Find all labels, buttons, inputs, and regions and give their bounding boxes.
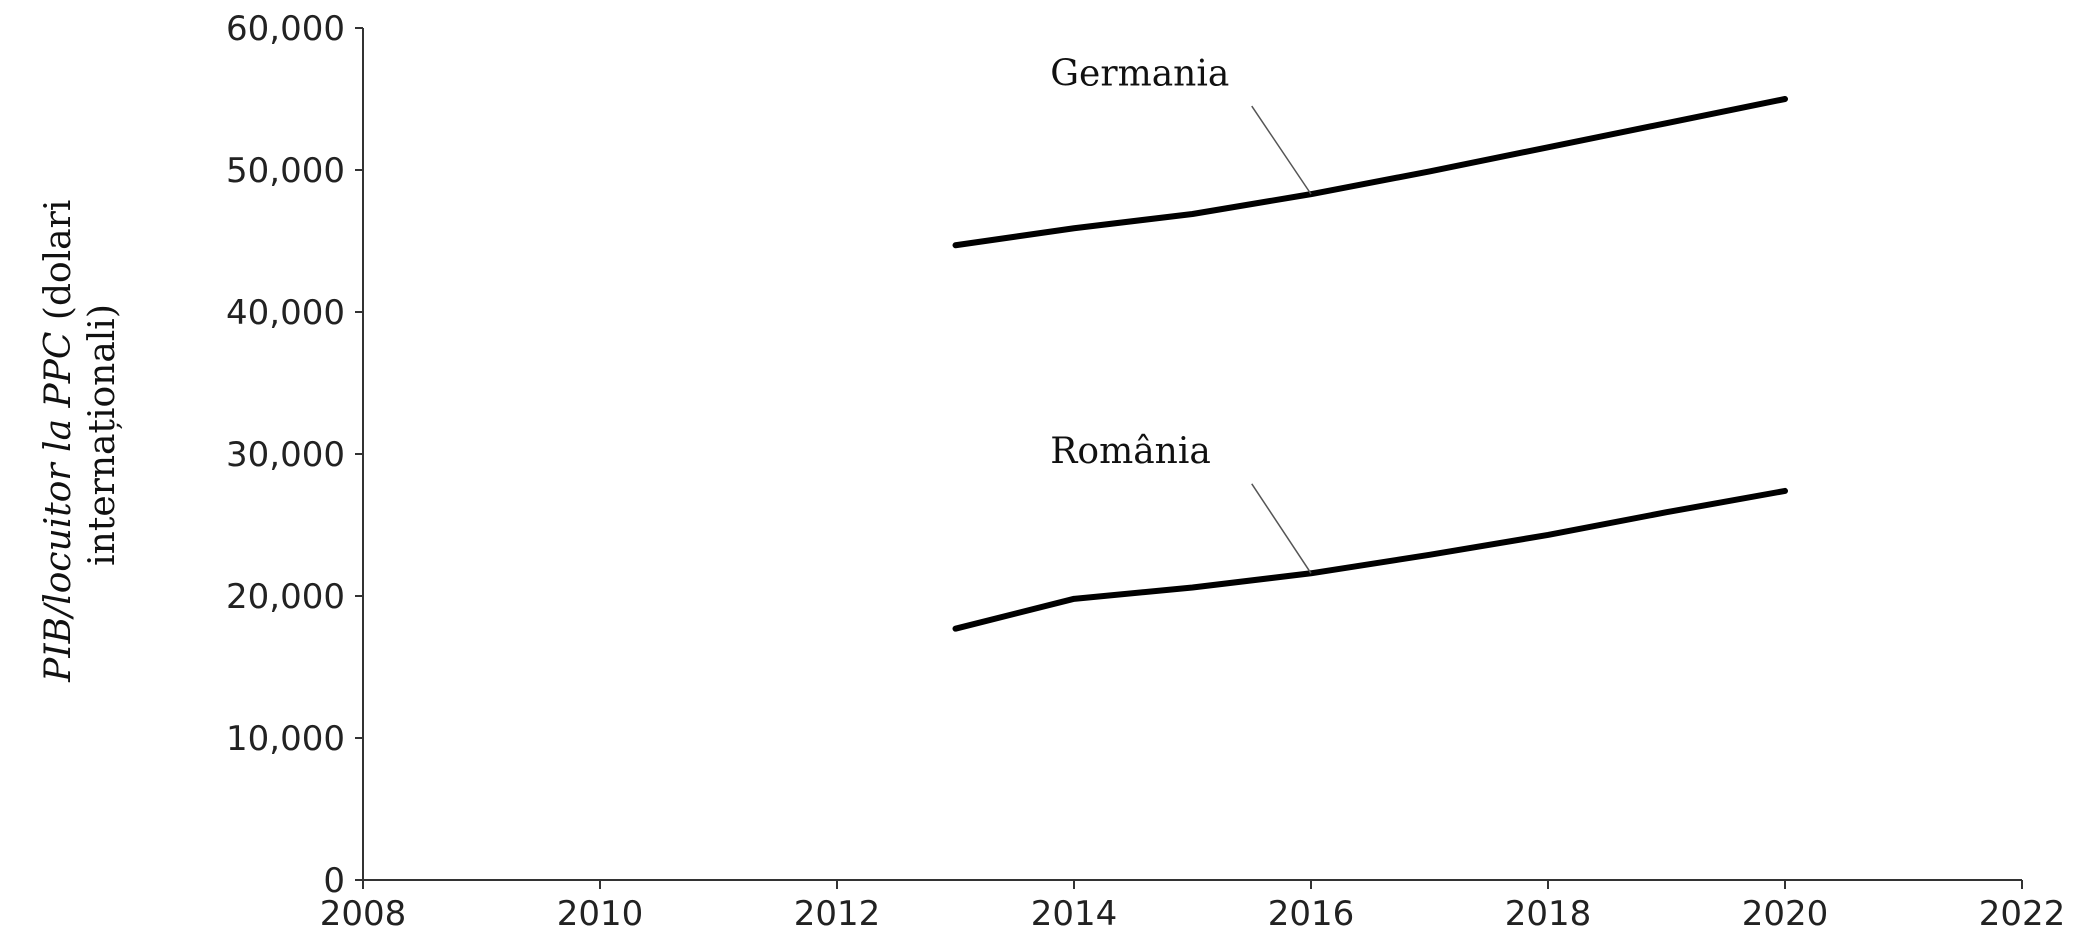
x-tick-label: 2008 (320, 894, 407, 934)
y-axis-label-line2: internaționali) (82, 304, 123, 566)
y-axis-label-part-0: PIB/locuitor la PPC (38, 332, 79, 683)
leader-line-germania (1251, 105, 1312, 195)
y-axis-label-part-1: (dolari (38, 200, 79, 332)
x-tick-label: 2022 (1979, 894, 2066, 934)
x-tick-label: 2016 (1268, 894, 1355, 934)
y-ticks: 0 10,000 20,000 30,000 40,000 50,000 60,000 (226, 9, 363, 901)
y-tick-label: 30,000 (226, 435, 345, 475)
y-axis-label: PIB/locuitor la PPC (dolari internaționa… (38, 188, 123, 683)
x-tick-label: 2012 (794, 894, 881, 934)
y-tick-label: 40,000 (226, 293, 345, 333)
series-label-românia: România (1050, 431, 1211, 472)
y-tick-label: 50,000 (226, 151, 345, 191)
series-label-germania: Germania (1050, 53, 1229, 94)
y-axis-label-line1: PIB/locuitor la PPC (dolari (38, 188, 79, 683)
series-lines (952, 96, 1788, 632)
series-line-germania (952, 96, 1788, 249)
series-annotations: Germania România (1050, 53, 1312, 574)
series-line-românia (952, 487, 1788, 632)
x-tick-label: 2018 (1505, 894, 1592, 934)
y-tick-label: 10,000 (226, 719, 345, 759)
x-tick-label: 2020 (1742, 894, 1829, 934)
y-tick-label: 20,000 (226, 577, 345, 617)
x-tick-label: 2010 (557, 894, 644, 934)
leader-line-românia (1251, 483, 1312, 574)
y-tick-label: 0 (323, 861, 345, 901)
x-ticks: 2008 2010 2012 2014 2016 2018 2020 2022 (320, 880, 2066, 934)
y-tick-label: 60,000 (226, 9, 345, 49)
x-tick-label: 2014 (1031, 894, 1118, 934)
